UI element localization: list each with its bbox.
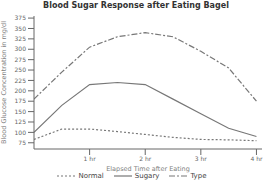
svg-text:275: 275: [15, 56, 27, 63]
svg-text:4 hr: 4 hr: [250, 155, 263, 162]
svg-text:250: 250: [15, 66, 27, 73]
svg-text:175: 175: [15, 97, 27, 104]
html-text:Type: Type: [190, 172, 207, 180]
svg-text:75: 75: [18, 139, 26, 146]
html-text:Sugary: Sugary: [134, 172, 160, 180]
html-text:Normal: Normal: [78, 172, 104, 180]
svg-text:Blood Glucose Concentration in: Blood Glucose Concentration in mg/dl: [8, 21, 9, 144]
svg-text:350: 350: [15, 25, 27, 32]
html-text:Blood Sugar Response after Eat: Blood Sugar Response after Eating Bagel: [43, 1, 229, 10]
svg-text:1 hr: 1 hr: [84, 155, 97, 162]
svg-text:125: 125: [15, 118, 27, 125]
svg-text:150: 150: [15, 108, 27, 115]
svg-text:200: 200: [15, 87, 27, 94]
svg-text:325: 325: [15, 35, 27, 42]
svg-text:2 hr: 2 hr: [139, 155, 152, 162]
svg-text:225: 225: [15, 77, 27, 84]
svg-text:Elapsed Time after Eating: Elapsed Time after Eating: [106, 165, 190, 173]
svg-text:3 hr: 3 hr: [195, 155, 208, 162]
svg-text:375: 375: [15, 14, 27, 21]
svg-text:300: 300: [15, 45, 27, 52]
svg-text:100: 100: [15, 129, 27, 136]
